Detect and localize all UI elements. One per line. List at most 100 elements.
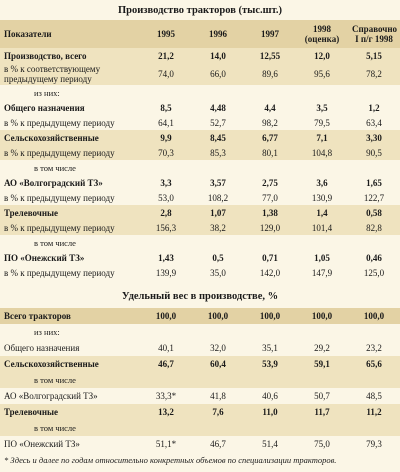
cell: 65,6 xyxy=(348,356,400,372)
cell: 100,0 xyxy=(348,308,400,324)
row: Трелевочные 2,8 1,07 1,38 1,4 0,58 xyxy=(0,205,400,220)
row-label: Показатели xyxy=(0,20,140,48)
cell: 3,3 xyxy=(140,175,192,190)
row: в том числе xyxy=(0,235,400,250)
cell: 104,8 xyxy=(296,145,348,160)
row: в % к предыдущему периоду 70,3 85,3 80,1 104… xyxy=(0,145,400,160)
title: Производство тракторов (тыс.шт.) xyxy=(118,5,282,16)
cell: 3,5 xyxy=(296,100,348,115)
row: в % к предыдущему периоду 139,9 35,0 142,0 1… xyxy=(0,265,400,280)
cell: 59,1 xyxy=(296,356,348,372)
row-label: ПО «Онежский ТЗ» xyxy=(0,436,140,452)
cell: 1,38 xyxy=(244,205,296,220)
row-label: Общего назначения xyxy=(0,100,140,115)
cell: 66,0 xyxy=(192,63,244,85)
row: в % к предыдущему периоду 53,0 108,2 77,0 13… xyxy=(0,190,400,205)
cell: 82,8 xyxy=(348,220,400,235)
row: в том числе xyxy=(0,160,400,175)
row: ПО «Онежский ТЗ» 51,1* 46,7 51,4 75,0 79,3 xyxy=(0,436,400,452)
cell: 101,4 xyxy=(296,220,348,235)
cell: 7,6 xyxy=(192,404,244,420)
row: из них: xyxy=(0,85,400,100)
row-label: Производство, всего xyxy=(0,48,140,63)
row: Показатели 1995 1996 1997 1998 (оценка) Справ… xyxy=(0,20,400,48)
row: в % к предыдущему периоду 156,3 38,2 129,0 1… xyxy=(0,220,400,235)
row-label: в % к предыдущему периоду xyxy=(0,190,140,205)
cell: 90,5 xyxy=(348,145,400,160)
cell: 0,71 xyxy=(244,250,296,265)
cell: 79,3 xyxy=(348,436,400,452)
cell: 51,4 xyxy=(244,436,296,452)
row-label: в том числе xyxy=(0,235,400,250)
row-label: Сельскохозяйственные xyxy=(0,356,140,372)
cell: 129,0 xyxy=(244,220,296,235)
cell: 50,7 xyxy=(296,388,348,404)
cell: 11,0 xyxy=(244,404,296,420)
cell: 125,0 xyxy=(348,265,400,280)
cell: 1,05 xyxy=(296,250,348,265)
row: Сельскохозяйственные 46,7 60,4 53,9 59,1 65,6 xyxy=(0,356,400,372)
row-label: ПО «Онежский ТЗ» xyxy=(0,250,140,265)
cell: 100,0 xyxy=(192,308,244,324)
cell: 100,0 xyxy=(140,308,192,324)
row-label: из них: xyxy=(0,324,400,340)
cell: 11,2 xyxy=(348,404,400,420)
cell: 35,1 xyxy=(244,340,296,356)
cell: 77,0 xyxy=(244,190,296,205)
cell: 12,0 xyxy=(296,48,348,63)
cell: 8,45 xyxy=(192,130,244,145)
cell: 23,2 xyxy=(348,340,400,356)
cell: 40,1 xyxy=(140,340,192,356)
cell: 38,2 xyxy=(192,220,244,235)
row-label: из них: xyxy=(0,85,400,100)
cell: 6,77 xyxy=(244,130,296,145)
cell: 78,2 xyxy=(348,63,400,85)
row-label: в том числе xyxy=(0,160,400,175)
cell: 1,43 xyxy=(140,250,192,265)
cell: 122,7 xyxy=(348,190,400,205)
cell: 100,0 xyxy=(244,308,296,324)
cell: 108,2 xyxy=(192,190,244,205)
cell: 9,9 xyxy=(140,130,192,145)
cell: 40,6 xyxy=(244,388,296,404)
cell: 63,4 xyxy=(348,115,400,130)
cell: 75,0 xyxy=(296,436,348,452)
cell: 33,3* xyxy=(140,388,192,404)
cell: 2,75 xyxy=(244,175,296,190)
cell: 46,7 xyxy=(192,436,244,452)
cell: 4,48 xyxy=(192,100,244,115)
cell: 1998 (оценка) xyxy=(296,20,348,48)
production-table: Показатели 1995 1996 1997 1998 (оценка) Справ… xyxy=(0,20,400,280)
cell: 35,0 xyxy=(192,265,244,280)
cell: 8,5 xyxy=(140,100,192,115)
row-label: Всего тракторов xyxy=(0,308,140,324)
cell: 4,4 xyxy=(244,100,296,115)
cell: 1996 xyxy=(192,20,244,48)
row-label: в % к предыдущему периоду xyxy=(0,220,140,235)
cell: 79,5 xyxy=(296,115,348,130)
row: ПО «Онежский ТЗ» 1,43 0,5 0,71 1,05 0,46 xyxy=(0,250,400,265)
cell: 0,5 xyxy=(192,250,244,265)
row: Сельскохозяйственные 9,9 8,45 6,77 7,1 3,30 xyxy=(0,130,400,145)
row-label: Трелевочные xyxy=(0,205,140,220)
cell: 53,9 xyxy=(244,356,296,372)
cell: 3,6 xyxy=(296,175,348,190)
cell: 7,1 xyxy=(296,130,348,145)
footnote: * Здесь и далее по годам относительно ко… xyxy=(4,455,337,465)
share-table: Всего тракторов 100,0 100,0 100,0 100,0 100,0… xyxy=(0,308,400,452)
row: в том числе xyxy=(0,372,400,388)
row-label: АО «Волгоградский ТЗ» xyxy=(0,388,140,404)
cell: 1997 xyxy=(244,20,296,48)
row-label: в % к соответствующему предыдущему перио… xyxy=(0,63,140,85)
cell: Справочно I п/г 1998 xyxy=(348,20,400,48)
cell: 13,2 xyxy=(140,404,192,420)
cell: 3,30 xyxy=(348,130,400,145)
title: Удельный вес в производстве, % xyxy=(121,291,279,302)
cell: 130,9 xyxy=(296,190,348,205)
cell: 70,3 xyxy=(140,145,192,160)
cell: 1,4 xyxy=(296,205,348,220)
cell: 14,0 xyxy=(192,48,244,63)
cell: 85,3 xyxy=(192,145,244,160)
cell: 52,7 xyxy=(192,115,244,130)
